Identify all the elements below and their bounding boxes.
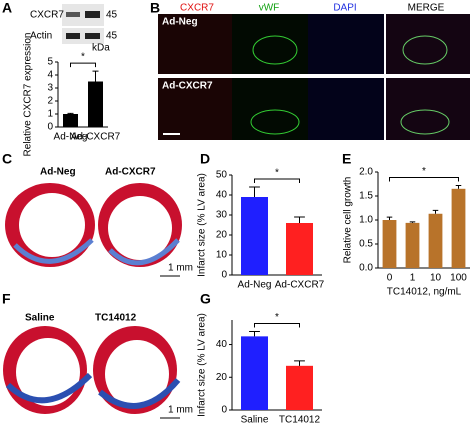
panel-label: B bbox=[150, 0, 160, 16]
scale-label: 1 mm bbox=[168, 263, 193, 274]
significance-bracket bbox=[254, 322, 300, 328]
bar bbox=[286, 223, 313, 275]
error-bar bbox=[249, 330, 260, 337]
significance-label: * bbox=[275, 312, 279, 323]
y-tick-label: 20 bbox=[216, 372, 228, 383]
panel-label: C bbox=[2, 151, 12, 167]
channel-label: MERGE bbox=[408, 3, 445, 14]
x-tick-label: Ad-Neg bbox=[238, 280, 272, 291]
y-axis-label: Relative CXCR7 expression bbox=[23, 33, 34, 157]
significance-label: * bbox=[422, 166, 426, 177]
y-tick-label: 1 bbox=[47, 109, 53, 120]
panel-label: D bbox=[200, 151, 210, 167]
bar bbox=[428, 213, 443, 268]
y-tick-label: 5 bbox=[47, 57, 53, 68]
channel-label: vWF bbox=[259, 3, 280, 14]
band-label: Actin bbox=[30, 31, 52, 42]
y-tick-label: 0 bbox=[221, 270, 227, 281]
error-bar bbox=[409, 221, 416, 223]
y-tick-label: 1.0 bbox=[359, 215, 373, 226]
y-axis-label: Relative cell growth bbox=[343, 177, 354, 264]
heart-sections: Ad-Neg Ad-CXCR7 1 mm Saline TC14012 1 mm bbox=[3, 167, 193, 419]
panel-label: G bbox=[200, 291, 211, 307]
significance-bracket bbox=[254, 178, 300, 183]
micrographs: CXCR7 vWF DAPI MERGE Ad-Neg Ad-CXCR7 bbox=[158, 3, 470, 140]
y-tick-label: 30 bbox=[216, 210, 228, 221]
x-tick-label: TC14012 bbox=[279, 415, 321, 426]
marker-label: 45 bbox=[106, 10, 118, 21]
y-tick-label: 1.5 bbox=[359, 191, 373, 202]
y-tick-label: 40 bbox=[216, 339, 228, 350]
error-bar bbox=[249, 186, 260, 197]
section-label: Saline bbox=[25, 313, 55, 324]
error-bar bbox=[294, 360, 305, 366]
section-label: Ad-Neg bbox=[40, 167, 76, 178]
panel-label: A bbox=[2, 0, 12, 16]
scale-label: 1 mm bbox=[168, 405, 193, 416]
y-axis-label: Infarct size (% LV area) bbox=[197, 173, 208, 277]
x-tick-label: Ad-CXCR7 bbox=[275, 280, 325, 291]
error-bar bbox=[92, 70, 99, 82]
panel-label: E bbox=[342, 151, 351, 167]
y-tick-label: 10 bbox=[216, 250, 228, 261]
x-tick-label: 0 bbox=[387, 273, 393, 284]
x-tick-label: Saline bbox=[241, 415, 269, 426]
bar bbox=[88, 81, 103, 127]
y-tick-label: 0 bbox=[221, 405, 227, 416]
bar bbox=[241, 336, 268, 410]
x-tick-label: Ad-CXCR7 bbox=[71, 132, 121, 143]
bar bbox=[286, 365, 313, 410]
y-tick-label: 0 bbox=[47, 122, 53, 133]
x-tick-label: 10 bbox=[430, 273, 442, 284]
bar bbox=[382, 220, 397, 268]
channel-label: CXCR7 bbox=[180, 3, 214, 14]
y-tick-label: 2 bbox=[47, 96, 53, 107]
channel-label: DAPI bbox=[333, 3, 356, 14]
y-tick-label: 40 bbox=[216, 190, 228, 201]
error-bar bbox=[386, 216, 393, 220]
y-tick-label: 0.5 bbox=[359, 239, 373, 250]
y-tick-label: 0.0 bbox=[359, 263, 373, 274]
western-blot: CXCR7 Actin 45 45 kDa bbox=[30, 4, 118, 54]
significance-bracket bbox=[389, 176, 459, 182]
y-axis-label: Infarct size (% LV area) bbox=[197, 313, 208, 417]
error-bar bbox=[67, 112, 74, 114]
panel-label: F bbox=[2, 291, 11, 307]
x-tick-label: 1 bbox=[410, 273, 416, 284]
bar bbox=[241, 197, 268, 275]
section-label: Ad-CXCR7 bbox=[105, 167, 156, 178]
row-label: Ad-Neg bbox=[162, 17, 198, 28]
bar bbox=[451, 188, 466, 268]
significance-label: * bbox=[81, 52, 85, 63]
x-tick-label: 100 bbox=[450, 273, 467, 284]
marker-label: 45 bbox=[106, 31, 118, 42]
error-bar bbox=[432, 209, 439, 214]
section-label: TC14012 bbox=[95, 313, 137, 324]
y-tick-label: 2.0 bbox=[359, 167, 373, 178]
y-tick-label: 50 bbox=[216, 170, 228, 181]
unit-label: kDa bbox=[92, 43, 110, 54]
x-tick-label: Ad-Neg bbox=[54, 132, 88, 143]
significance-bracket bbox=[70, 62, 96, 68]
x-axis-label: TC14012, ng/mL bbox=[387, 287, 462, 298]
band-label: CXCR7 bbox=[30, 10, 64, 21]
row-label: Ad-CXCR7 bbox=[162, 81, 213, 92]
bar bbox=[405, 222, 420, 268]
bar bbox=[63, 114, 78, 127]
y-tick-label: 4 bbox=[47, 70, 53, 81]
y-tick-label: 3 bbox=[47, 83, 53, 94]
error-bar bbox=[455, 184, 462, 189]
y-tick-label: 20 bbox=[216, 230, 228, 241]
error-bar bbox=[294, 216, 305, 223]
significance-label: * bbox=[275, 168, 279, 179]
